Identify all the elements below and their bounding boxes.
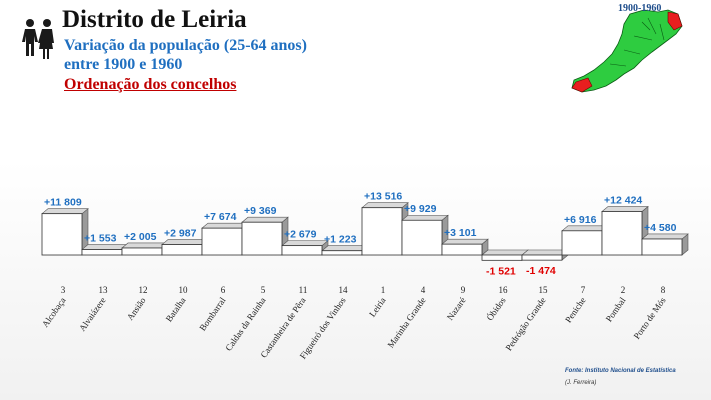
category-label: Porto de Mós	[632, 295, 668, 341]
bar	[81, 249, 123, 256]
bar-top	[201, 222, 249, 229]
category-label: Caldas da Rainha	[223, 295, 267, 352]
bar	[481, 254, 523, 261]
bar-top	[241, 216, 289, 223]
author-note: (J. Ferreira)	[565, 380, 597, 386]
bar	[241, 221, 283, 256]
data-label: +13 516	[364, 191, 402, 203]
category-label: Figueiró dos Vinhos	[298, 295, 348, 361]
bar-top	[601, 206, 649, 212]
bar	[441, 243, 483, 256]
bar	[41, 213, 83, 256]
rank-label: 13	[99, 285, 109, 295]
bar-top	[481, 249, 529, 256]
category-label: Alcobaça	[40, 295, 68, 329]
bar	[561, 230, 603, 256]
bar-top	[161, 239, 209, 245]
data-label: +2 005	[124, 231, 157, 243]
data-label: +6 916	[564, 214, 597, 226]
data-label: +2 987	[164, 228, 197, 240]
rank-label: 1	[381, 285, 386, 295]
data-label: +11 809	[44, 197, 82, 209]
bar	[401, 219, 443, 256]
bar	[201, 227, 243, 256]
data-label: -1 521	[486, 265, 516, 277]
rank-label: 12	[139, 285, 148, 295]
people-icon	[22, 19, 54, 59]
rank-label: 2	[621, 285, 626, 295]
bar-top	[441, 238, 489, 245]
rank-label: 15	[539, 285, 549, 295]
map-period-label: 1900-1960	[618, 3, 662, 14]
category-label: Marinha Grande	[385, 295, 427, 349]
bar	[361, 207, 403, 256]
bar	[521, 254, 563, 261]
rank-label: 14	[339, 285, 349, 295]
bar-top	[521, 249, 569, 256]
category-label: Peniche	[563, 295, 588, 324]
category-label: Pedrógão Grande	[503, 295, 547, 352]
rank-label: 4	[421, 285, 426, 295]
ordering-heading: Ordenação dos concelhos	[64, 76, 237, 93]
category-label: Leiria	[367, 295, 388, 318]
bar	[281, 245, 323, 256]
bar	[121, 247, 163, 256]
data-label: +2 679	[284, 229, 317, 241]
rank-label: 8	[661, 285, 666, 295]
bar-top	[121, 242, 169, 249]
category-label: Nazaré	[445, 295, 468, 322]
bar-top	[281, 240, 329, 246]
bar-top	[321, 245, 369, 252]
category-label: Bombarral	[197, 295, 228, 333]
data-label: +3 101	[444, 227, 477, 239]
page-title: Distrito de Leiria	[62, 6, 247, 33]
subtitle-line-1: Variação da população (25-64 anos)	[64, 37, 307, 54]
bar-top	[41, 208, 89, 214]
source-note: Fonte: Instituto Nacional de Estatística	[565, 368, 676, 374]
rank-label: 6	[221, 285, 226, 295]
category-label: Ansião	[125, 295, 148, 322]
rank-label: 9	[461, 285, 466, 295]
bar-top	[641, 233, 689, 240]
bar-top	[561, 225, 609, 232]
data-label: +12 424	[604, 195, 642, 207]
data-label: +9 929	[404, 203, 437, 215]
bar-top	[81, 244, 129, 250]
rank-label: 10	[179, 285, 189, 295]
rank-label: 3	[61, 285, 66, 295]
data-label: -1 474	[526, 265, 556, 277]
district-map	[571, 9, 683, 93]
rank-label: 7	[581, 285, 586, 295]
data-label: +9 369	[244, 205, 277, 217]
data-label: +7 674	[204, 211, 237, 223]
bar-top	[401, 214, 449, 221]
subtitle-line-2: entre 1900 e 1960	[64, 56, 183, 73]
data-label: +1 553	[84, 233, 117, 245]
bar-top	[361, 202, 409, 208]
category-label: Óbidos	[485, 295, 508, 322]
data-label: +4 580	[644, 222, 677, 234]
bar	[321, 250, 363, 256]
rank-label: 16	[499, 285, 509, 295]
bar	[161, 244, 203, 256]
data-label: +1 223	[324, 234, 357, 246]
category-label: Pombal	[604, 295, 628, 324]
bar	[641, 238, 683, 256]
category-label: Alvaiázere	[77, 295, 108, 333]
bar	[601, 211, 643, 256]
rank-label: 5	[261, 285, 266, 295]
rank-label: 11	[299, 285, 308, 295]
category-label: Batalha	[164, 295, 188, 323]
